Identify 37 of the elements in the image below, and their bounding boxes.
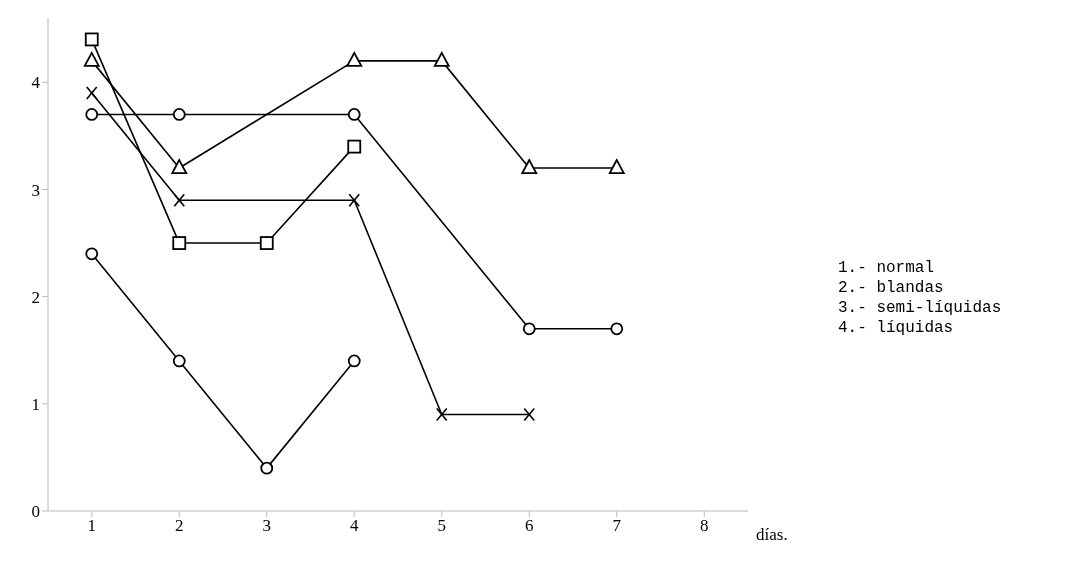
x-tick-label: 1 xyxy=(87,516,96,536)
point xyxy=(172,108,186,121)
point xyxy=(347,108,361,121)
x-tick-label: 3 xyxy=(262,516,271,536)
point xyxy=(172,354,186,368)
y-tick-label: 0 xyxy=(31,502,40,522)
point xyxy=(85,247,99,261)
x-tick-label: 8 xyxy=(700,516,709,536)
x-tick-label: 5 xyxy=(437,516,446,536)
text: 2.- blandas xyxy=(838,278,945,298)
point xyxy=(347,354,361,368)
point xyxy=(521,159,538,174)
point xyxy=(608,159,625,174)
x-tick-label: 6 xyxy=(525,516,534,536)
point xyxy=(433,51,450,67)
x-axis-title: días. xyxy=(756,525,788,545)
text: 4.- líquidas xyxy=(838,318,955,338)
point xyxy=(259,236,274,250)
y-tick-label: 2 xyxy=(31,287,40,307)
point xyxy=(85,108,99,121)
y-tick-label: 4 xyxy=(31,73,41,93)
point xyxy=(172,236,187,250)
y-tick-label: 1 xyxy=(31,394,40,414)
x-tick-label: 7 xyxy=(612,516,622,536)
point xyxy=(522,322,536,336)
point xyxy=(84,32,99,47)
point xyxy=(83,51,100,67)
point xyxy=(610,322,624,336)
point xyxy=(346,51,363,67)
point xyxy=(260,461,274,475)
text: 3.- semi-líquidas xyxy=(838,298,1002,318)
point xyxy=(171,159,188,174)
x-tick-label: 2 xyxy=(175,516,184,536)
x-tick-label: 4 xyxy=(350,516,359,536)
point xyxy=(347,139,362,154)
y-tick-label: 3 xyxy=(31,180,40,200)
text: 1.- normal xyxy=(838,258,935,278)
